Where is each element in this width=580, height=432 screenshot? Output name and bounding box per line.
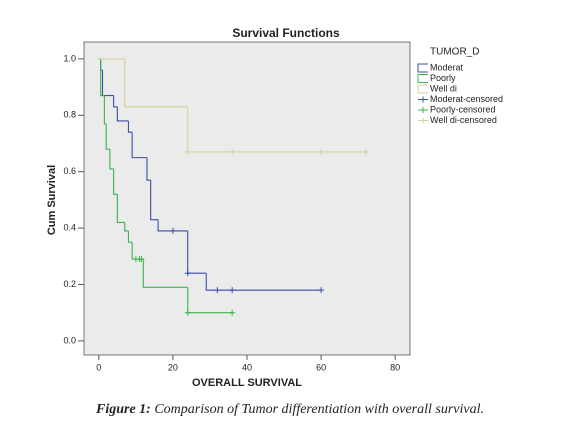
chart-title: Survival Functions <box>232 26 340 40</box>
survival-step <box>105 123 110 150</box>
legend-marker <box>418 96 428 103</box>
legend-label: Poorly <box>430 73 456 83</box>
survival-step <box>103 95 107 125</box>
censor-mark <box>229 309 236 316</box>
censor-mark <box>229 287 236 294</box>
survival-step <box>127 120 133 133</box>
censor-mark <box>362 148 369 155</box>
survival-step <box>142 259 188 288</box>
y-axis-title: Cum Survival <box>46 165 58 235</box>
caption: Figure 1: Comparison of Tumor differenti… <box>95 402 484 417</box>
x-tick-label: 80 <box>390 362 400 372</box>
survival-step <box>127 230 133 243</box>
censor-mark <box>214 287 221 294</box>
y-tick-label: 0.6 <box>63 166 76 176</box>
survival-step <box>131 132 147 159</box>
x-tick-label: 0 <box>96 362 101 372</box>
x-tick-label: 40 <box>242 362 252 372</box>
survival-step <box>205 273 322 291</box>
legend-label: Moderat <box>430 62 464 72</box>
censor-mark <box>318 287 325 294</box>
censor-mark <box>184 270 191 277</box>
censor-mark <box>138 256 145 263</box>
legend-label: Moderat-censored <box>430 94 503 104</box>
legend-label: Well di <box>430 83 457 93</box>
x-axis-title: OVERALL SURVIVAL <box>192 377 302 389</box>
plot-area <box>83 41 411 356</box>
y-tick-label: 0.2 <box>63 279 76 289</box>
x-tick-label: 60 <box>316 362 326 372</box>
y-tick-label: 0.0 <box>63 335 76 345</box>
survival-step <box>116 194 125 224</box>
censor-mark <box>169 227 176 234</box>
legend-marker <box>418 117 428 124</box>
legend-marker <box>418 107 428 113</box>
survival-step <box>100 58 105 97</box>
survival-step <box>116 106 129 122</box>
survival-step <box>113 95 118 108</box>
legend-label: Well di-censored <box>430 115 497 125</box>
legend-line <box>417 84 428 94</box>
survival-step <box>109 149 114 170</box>
censor-mark <box>184 148 191 155</box>
survival-step <box>113 168 118 195</box>
survival-step <box>124 222 129 232</box>
censor-mark <box>318 148 325 155</box>
y-tick-label: 0.4 <box>63 222 76 232</box>
survival-step <box>146 157 151 181</box>
survival-step <box>124 58 188 108</box>
caption-text: Comparison of Tumor differentiation with… <box>154 402 484 417</box>
survival-step <box>157 219 188 232</box>
censor-mark <box>184 309 191 316</box>
legend-label: Poorly-censored <box>430 104 496 114</box>
legend-title: TUMOR_D <box>430 47 479 58</box>
y-tick-label: 1.0 <box>63 53 76 63</box>
survival-step <box>150 180 159 221</box>
legend-line <box>417 74 428 83</box>
caption-label: Figure 1: <box>95 402 151 417</box>
x-tick-label: 20 <box>168 362 178 372</box>
censor-mark <box>229 148 236 155</box>
legend-line <box>417 63 428 73</box>
y-tick-label: 0.8 <box>63 110 76 120</box>
